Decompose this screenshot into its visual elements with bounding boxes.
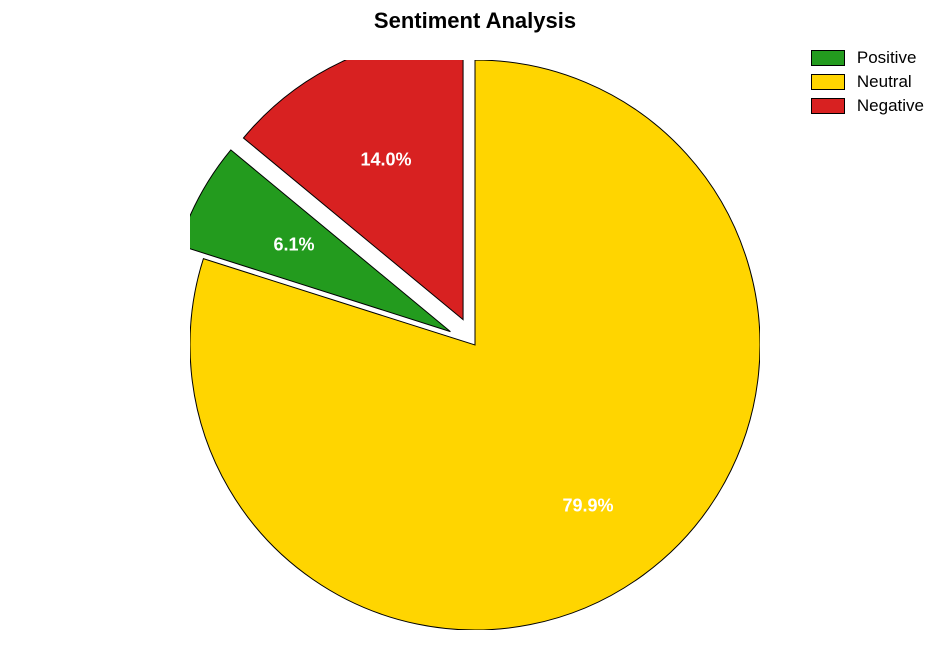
slice-label-neutral: 79.9% <box>562 496 613 517</box>
legend-label-negative: Negative <box>857 96 924 116</box>
legend: Positive Neutral Negative <box>811 48 924 120</box>
slice-label-negative: 14.0% <box>360 150 411 171</box>
legend-swatch-neutral <box>811 74 845 90</box>
legend-label-neutral: Neutral <box>857 72 912 92</box>
legend-item-neutral: Neutral <box>811 72 924 92</box>
legend-label-positive: Positive <box>857 48 917 68</box>
pie-chart <box>190 60 760 630</box>
legend-item-negative: Negative <box>811 96 924 116</box>
slice-label-positive: 6.1% <box>273 235 314 256</box>
legend-swatch-positive <box>811 50 845 66</box>
chart-title: Sentiment Analysis <box>0 8 950 34</box>
legend-swatch-negative <box>811 98 845 114</box>
legend-item-positive: Positive <box>811 48 924 68</box>
